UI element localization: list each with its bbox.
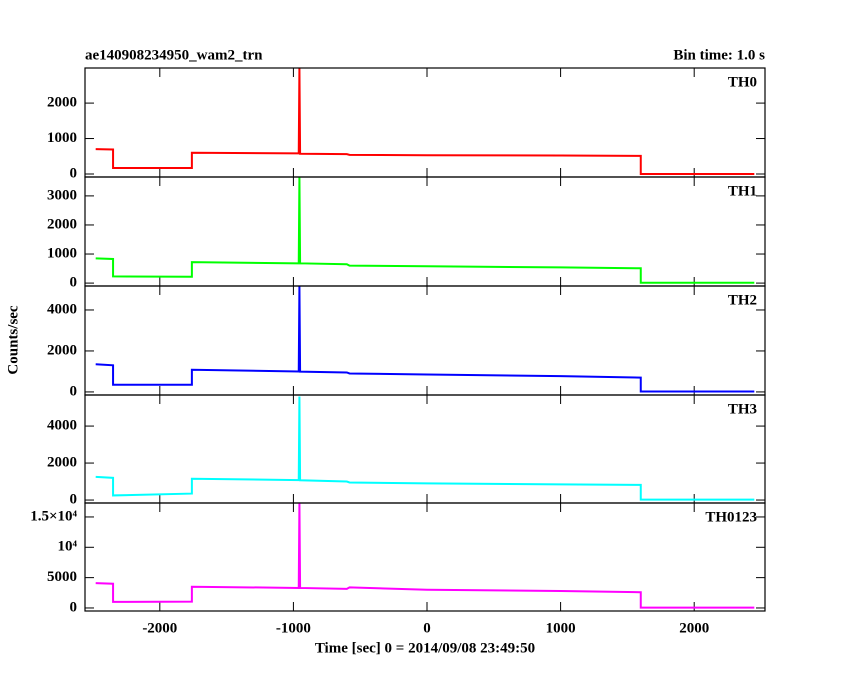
- panel-frame: [84, 394, 766, 504]
- y-tick-label: 1000: [47, 130, 77, 146]
- y-tick-label: 0: [70, 383, 78, 399]
- y-tick-label: 0: [70, 165, 78, 181]
- x-axis-label: Time [sec] 0 = 2014/09/08 23:49:50: [315, 640, 535, 656]
- panel-label: TH3: [728, 401, 757, 417]
- light-curve: [95, 503, 755, 609]
- y-tick-label: 2000: [47, 95, 77, 111]
- y-tick-label: 3000: [47, 187, 77, 203]
- y-tick-label: 5000: [47, 569, 77, 585]
- panel-label: TH1: [728, 183, 757, 199]
- y-axis-label: Counts/sec: [5, 305, 21, 375]
- panel-label: TH2: [728, 292, 757, 308]
- y-tick-label: 4000: [47, 418, 77, 434]
- y-tick-label: 0: [70, 599, 78, 615]
- chart-title: ae140908234950_wam2_trn: [85, 47, 263, 63]
- x-tick-label: 2000: [679, 620, 709, 636]
- y-tick-label: 1000: [47, 245, 77, 261]
- panel-frame: [84, 176, 766, 287]
- panel-frame: [84, 285, 766, 396]
- x-tick-label: 1000: [546, 620, 576, 636]
- panel-label: TH0123: [705, 509, 757, 525]
- y-tick-label: 2000: [47, 342, 77, 358]
- light-curve: [95, 177, 755, 284]
- light-curve: [95, 286, 755, 393]
- y-tick-label: 0: [70, 491, 78, 507]
- y-tick-label: 4000: [47, 301, 77, 317]
- panel-label: TH0: [728, 74, 757, 90]
- x-tick-label: 0: [423, 620, 431, 636]
- light-curve: [95, 396, 755, 501]
- panel-frame: [84, 502, 766, 612]
- panel-frame: [84, 67, 766, 178]
- y-tick-label: 1.5×10⁴: [30, 508, 77, 524]
- y-tick-label: 2000: [47, 216, 77, 232]
- bin-time: Bin time: 1.0 s: [673, 47, 765, 63]
- y-tick-label: 0: [70, 275, 78, 291]
- x-tick-label: -1000: [276, 620, 311, 636]
- x-tick-label: -2000: [142, 620, 177, 636]
- light-curve: [95, 68, 755, 175]
- y-tick-label: 2000: [47, 454, 77, 470]
- y-tick-label: 10⁴: [58, 539, 78, 555]
